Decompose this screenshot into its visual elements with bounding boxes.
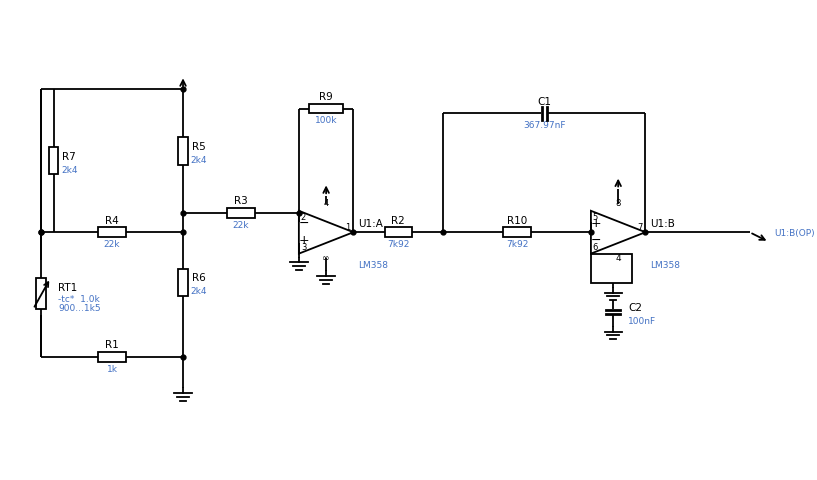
Text: +: + (298, 234, 309, 247)
Text: R5: R5 (192, 142, 205, 152)
Text: 22k: 22k (233, 220, 249, 229)
Text: ∞: ∞ (323, 254, 330, 263)
Text: U1:A: U1:A (358, 219, 383, 229)
Text: 7k92: 7k92 (506, 240, 528, 249)
Text: R4: R4 (105, 216, 118, 226)
Text: 4: 4 (324, 200, 328, 208)
Bar (503, 228, 530, 237)
Text: 5: 5 (593, 213, 598, 222)
Text: C1: C1 (538, 97, 551, 107)
Text: −: − (591, 234, 601, 247)
Bar (227, 208, 255, 217)
Text: 8: 8 (615, 200, 621, 208)
Text: 22k: 22k (104, 240, 120, 249)
Text: R9: R9 (319, 92, 333, 102)
Text: 7k92: 7k92 (387, 240, 409, 249)
Text: 2: 2 (301, 213, 306, 222)
Text: R10: R10 (507, 216, 527, 226)
Text: 2k4: 2k4 (190, 287, 207, 296)
Bar (98, 352, 126, 362)
Text: −: − (298, 217, 309, 230)
Bar (591, 253, 632, 283)
Text: 1: 1 (346, 223, 350, 232)
Bar (98, 228, 126, 237)
Text: RT1: RT1 (58, 283, 78, 293)
Text: U1:B(OP): U1:B(OP) (774, 229, 815, 238)
Text: 6: 6 (593, 243, 598, 252)
Text: 900...1k5: 900...1k5 (58, 304, 101, 313)
Bar (36, 278, 46, 309)
Text: R1: R1 (105, 340, 118, 350)
Text: LM358: LM358 (358, 262, 388, 270)
Text: 4: 4 (615, 254, 621, 263)
Text: 7: 7 (637, 223, 642, 232)
Text: 100k: 100k (315, 116, 337, 125)
Text: R3: R3 (234, 196, 248, 206)
Text: 367.97nF: 367.97nF (523, 121, 565, 130)
Text: -tc*  1.0k: -tc* 1.0k (58, 296, 100, 304)
Text: 100nF: 100nF (628, 317, 656, 326)
Bar (49, 147, 58, 174)
Text: +: + (591, 217, 601, 230)
Text: 3: 3 (301, 243, 306, 252)
Bar (178, 269, 188, 296)
Text: U1:B: U1:B (650, 219, 675, 229)
Bar (309, 104, 343, 113)
Bar (178, 137, 188, 165)
Text: 2k4: 2k4 (61, 166, 78, 175)
Text: 1k: 1k (106, 365, 118, 373)
Text: R7: R7 (62, 152, 76, 162)
Text: C2: C2 (628, 303, 642, 313)
Text: R6: R6 (192, 274, 205, 284)
Text: 2k4: 2k4 (190, 156, 207, 165)
Text: LM358: LM358 (650, 262, 681, 270)
Text: R2: R2 (391, 216, 405, 226)
Bar (385, 228, 412, 237)
